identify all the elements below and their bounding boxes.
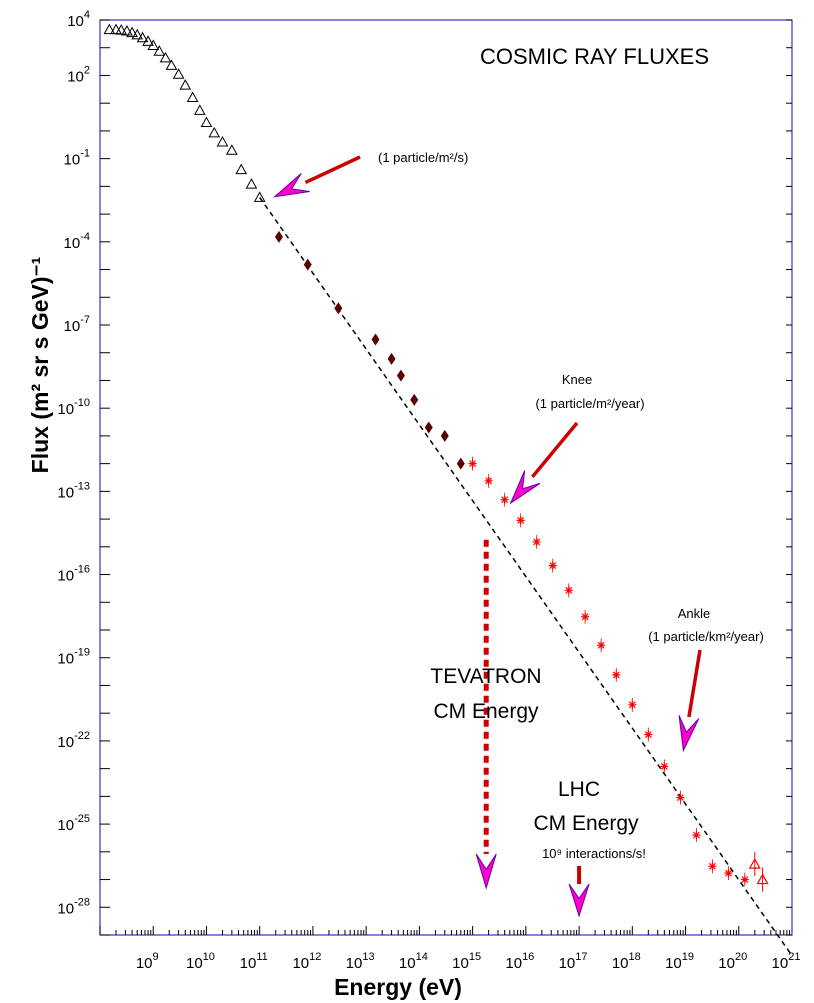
- data-point: [136, 31, 149, 43]
- data-point: [103, 23, 116, 35]
- data-point: [159, 51, 172, 63]
- x-tick-label: 1019: [665, 951, 694, 972]
- data-point: [165, 59, 178, 70]
- annotation-tevatron-line1: TEVATRON: [430, 665, 541, 688]
- arrow-lhc-head: [568, 883, 590, 918]
- chart-title: COSMIC RAY FLUXES: [480, 44, 709, 69]
- arrow-knee: [509, 421, 579, 505]
- annotation-ankle-title: Ankle: [678, 606, 711, 621]
- series-0: [103, 23, 266, 202]
- y-tick-label: 10-19: [57, 647, 90, 668]
- x-tick-label: 1015: [452, 951, 481, 972]
- x-tick-label: 1012: [292, 951, 321, 972]
- data-point: [226, 144, 238, 155]
- plot-frame: [99, 19, 793, 936]
- data-point: [179, 79, 192, 90]
- data-point: [153, 45, 166, 56]
- data-point: [147, 39, 160, 51]
- series-1: [274, 230, 465, 470]
- y-tick-label: 104: [67, 9, 90, 30]
- data-point: [208, 126, 221, 138]
- data-point: [371, 333, 380, 346]
- x-tick-label: 109: [136, 951, 159, 972]
- data-series: [103, 23, 769, 892]
- annotation-knee-rate: (1 particle/m²/year): [535, 396, 644, 411]
- arrow-lhc: [568, 866, 590, 918]
- data-point: [410, 393, 419, 406]
- x-tick-label: 1021: [772, 951, 801, 972]
- annotation-lhc-line2: CM Energy: [533, 812, 639, 835]
- data-point: [440, 429, 449, 442]
- data-point: [253, 191, 266, 202]
- arrow-one-per-m2-s: [273, 155, 361, 198]
- x-tick-label: 1018: [612, 951, 641, 972]
- arrow-ankle-shaft: [687, 649, 702, 718]
- data-point: [235, 163, 248, 175]
- data-point: [126, 26, 138, 38]
- y-tick-label: 10-7: [64, 314, 90, 335]
- y-tick-label: 10-22: [57, 730, 90, 751]
- y-tick-label: 10-4: [64, 231, 90, 252]
- annotation-tevatron-line2: CM Energy: [433, 700, 539, 723]
- data-point: [131, 28, 144, 40]
- series-2: [468, 456, 749, 887]
- x-tick-label: 1020: [718, 951, 747, 972]
- annotation-lhc-line1: LHC: [558, 778, 600, 801]
- annotation-arrows: [273, 155, 702, 918]
- axis-ticks: 109 1010 1011 1012 1013 1014 1015 1016 1017 1018 1…: [57, 9, 800, 972]
- y-tick-label: 10-10: [57, 397, 90, 418]
- data-point: [142, 35, 154, 46]
- x-tick-label: 1011: [240, 951, 268, 972]
- y-tick-label: 10-13: [57, 480, 90, 501]
- y-axis-title: Flux (m² sr s GeV)⁻¹: [27, 257, 53, 474]
- data-point: [216, 135, 229, 147]
- x-tick-label: 1010: [186, 951, 215, 972]
- x-tick-label: 1017: [559, 951, 588, 972]
- data-point: [186, 91, 199, 103]
- arrow-knee-head: [509, 470, 541, 505]
- data-point: [303, 258, 312, 271]
- plot-border: [99, 19, 793, 936]
- fit-line: [259, 196, 793, 957]
- data-point: [334, 302, 343, 315]
- data-point: [456, 457, 465, 470]
- data-point: [396, 369, 405, 382]
- x-tick-label: 1016: [505, 951, 534, 972]
- y-tick-label: 10-1: [64, 148, 90, 169]
- power-law-fit-line: [259, 196, 793, 957]
- arrow-ankle-head: [678, 715, 700, 753]
- data-point: [387, 352, 396, 365]
- annotation-ankle-rate: (1 particle/km²/year): [648, 629, 764, 644]
- y-tick-label: 10-25: [57, 813, 90, 834]
- annotation-knee-title: Knee: [562, 372, 592, 387]
- data-point: [245, 178, 258, 189]
- data-point: [115, 24, 128, 35]
- annotation-lhc-rate: 10⁹ interactions/s!: [542, 846, 646, 861]
- series-3: [748, 852, 769, 892]
- data-point: [172, 68, 185, 79]
- y-tick-label: 10-28: [57, 896, 90, 917]
- arrow-one-per-m2-s-shaft: [304, 155, 361, 185]
- data-point: [193, 104, 206, 115]
- data-point: [424, 421, 433, 434]
- data-point: [200, 116, 213, 128]
- annotation-one-per-m2-s: (1 particle/m²/s): [378, 150, 468, 165]
- y-tick-label: 10-16: [57, 564, 90, 585]
- x-tick-label: 1013: [346, 951, 375, 972]
- data-point: [121, 25, 133, 36]
- data-point: [274, 230, 283, 243]
- y-tick-label: 102: [67, 64, 90, 85]
- x-axis-title: Energy (eV): [334, 974, 462, 1000]
- arrow-tevatron-head: [475, 853, 497, 890]
- arrow-ankle: [678, 649, 702, 753]
- arrow-knee-shaft: [530, 421, 579, 479]
- x-tick-label: 1014: [399, 951, 428, 972]
- arrow-tevatron: [475, 539, 497, 890]
- arrow-one-per-m2-s-head: [273, 172, 310, 198]
